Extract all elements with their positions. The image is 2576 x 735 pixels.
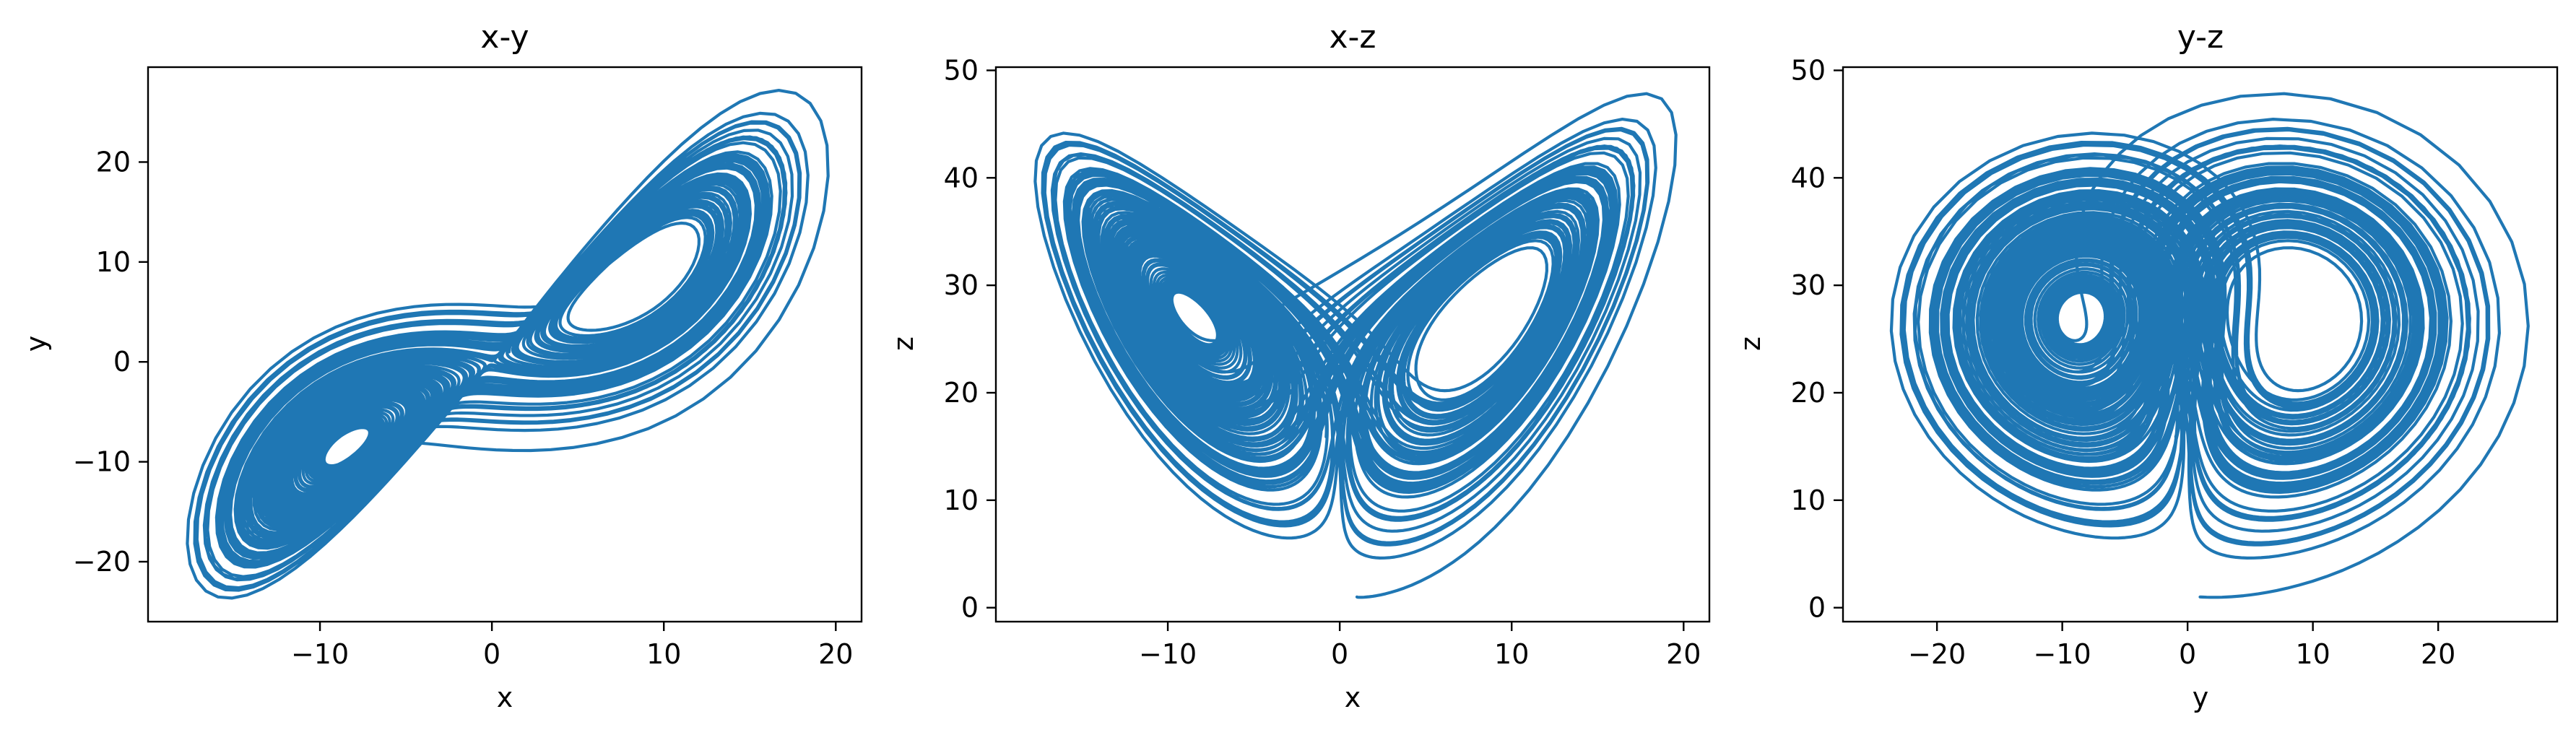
y-tick-label: 10 (944, 484, 979, 516)
y-tick-label: −10 (73, 446, 131, 478)
x-tick-label: 0 (1331, 638, 1348, 670)
panel-title-x-z: x-z (1329, 19, 1376, 56)
x-tick-label: 20 (818, 638, 853, 670)
x-tick-label: 0 (2179, 638, 2196, 670)
x-axis-label: x (497, 682, 513, 713)
y-tick-label: 20 (1791, 377, 1826, 409)
y-axis-label: z (888, 336, 919, 351)
y-tick-label: 30 (944, 269, 979, 301)
x-tick-label: 10 (646, 638, 681, 670)
plot-frame (147, 66, 863, 623)
x-tick-label: −10 (1139, 638, 1197, 670)
y-tick-label: 40 (944, 162, 979, 193)
y-tick-label: 20 (944, 377, 979, 409)
x-tick-label: −20 (1908, 638, 1966, 670)
y-tick-label: 0 (961, 592, 979, 624)
panel-y-z: y-z y z −20 −10 0 10 20 0 10 20 30 40 50 (1735, 19, 2559, 713)
x-tick-label: 0 (483, 638, 500, 670)
x-axis-label: x (1345, 682, 1361, 713)
x-tick-label: −10 (291, 638, 349, 670)
trajectory-line-x-y (186, 89, 830, 600)
x-tick-label: −10 (2034, 638, 2091, 670)
x-axis-label: y (2193, 682, 2209, 713)
y-tick-label: 0 (1808, 592, 1826, 624)
y-axis-label: y (20, 336, 52, 352)
panel-title-y-z: y-z (2177, 19, 2224, 56)
y-tick-label: 0 (113, 346, 131, 378)
y-tick-label: −20 (73, 546, 131, 578)
plot-frame (994, 66, 1711, 623)
panel-x-y: x-y x y −10 0 10 20 −20 −10 0 10 20 (20, 19, 863, 713)
x-tick-label: 20 (1666, 638, 1701, 670)
panel-x-z: x-z x z −10 0 10 20 0 10 20 30 40 50 (888, 19, 1711, 713)
y-tick-label: 40 (1791, 162, 1826, 193)
y-tick-label: 10 (96, 246, 131, 278)
trajectory-line-x-z (1033, 92, 1678, 599)
plot-frame (1842, 66, 2559, 623)
trajectory-line-y-z (1889, 92, 2530, 599)
y-tick-label: 50 (1791, 54, 1826, 86)
y-tick-label: 20 (96, 146, 131, 178)
panel-title-x-y: x-y (480, 19, 529, 56)
y-tick-label: 50 (944, 54, 979, 86)
x-tick-label: 10 (2295, 638, 2330, 670)
y-tick-label: 10 (1791, 484, 1826, 516)
y-axis-label: z (1735, 336, 1766, 351)
x-tick-label: 20 (2421, 638, 2455, 670)
x-tick-label: 10 (1494, 638, 1529, 670)
y-tick-label: 30 (1791, 269, 1826, 301)
